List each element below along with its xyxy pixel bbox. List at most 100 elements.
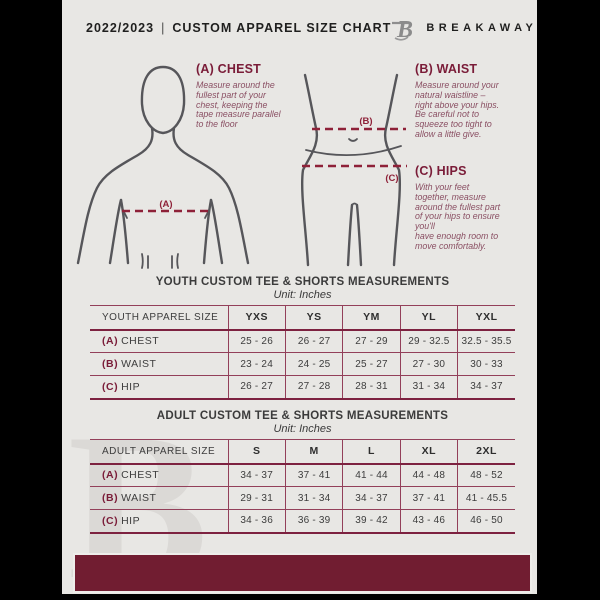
chest-line-label: (A) <box>159 199 172 210</box>
table-cell: 48 - 52 <box>457 463 515 487</box>
figure-head-outline <box>140 65 186 135</box>
table-cell: 37 - 41 <box>284 463 343 487</box>
row-label: (C) HIP <box>90 509 228 534</box>
size-col-header: YL <box>399 305 458 331</box>
waist-instruction-block: (B) WAIST Measure around your natural wa… <box>415 62 525 140</box>
table-cell: 28 - 31 <box>342 375 401 400</box>
size-col-header: YXL <box>457 305 515 331</box>
table-cell: 29 - 31 <box>227 486 286 510</box>
youth-size-table: YOUTH APPAREL SIZE YXS YS YM YL YXL (A) C… <box>90 305 515 400</box>
figure-right-hip-leg <box>383 73 402 267</box>
size-col-header: 2XL <box>457 439 515 465</box>
hips-instructions-text: With your feet together, measure around … <box>415 182 501 251</box>
figure-right-armpit-outer <box>209 198 224 265</box>
adult-table-header-row: ADULT APPAREL SIZE S M L XL 2XL <box>90 439 515 465</box>
row-prefix: (C) <box>102 514 119 527</box>
adult-table-corner-cell: ADULT APPAREL SIZE <box>90 439 228 465</box>
figure-right-shoulder-arm <box>172 126 250 265</box>
page-header: 2022/2023 | CUSTOM APPAREL SIZE CHART B BR… <box>62 0 537 56</box>
table-cell: 25 - 26 <box>227 329 286 353</box>
table-cell: 39 - 42 <box>342 509 401 534</box>
figure-left-shoulder-arm <box>76 126 154 265</box>
brand-name: BREAKAWAY <box>426 22 537 34</box>
season-label: 2022/2023 <box>86 21 155 35</box>
row-label: (A) CHEST <box>90 463 228 487</box>
table-cell: 44 - 48 <box>399 463 458 487</box>
table-cell: 41 - 44 <box>342 463 401 487</box>
row-prefix: (A) <box>102 469 119 482</box>
row-prefix: (B) <box>102 492 119 504</box>
size-col-header: S <box>227 439 286 465</box>
size-chart-page: B 2022/2023 | CUSTOM APPAREL SIZE CHART B … <box>62 0 537 594</box>
logo-letter: B <box>396 17 413 43</box>
row-label: (A) CHEST <box>90 329 228 353</box>
row-label: (C) HIP <box>90 375 228 400</box>
figure-left-armpit-outer <box>108 198 123 265</box>
adult-table-section: ADULT CUSTOM TEE & SHORTS MEASUREMENTS U… <box>90 410 515 534</box>
table-cell: 23 - 24 <box>227 352 286 376</box>
table-cell: 25 - 27 <box>342 352 401 376</box>
size-col-header: YM <box>342 305 401 331</box>
row-label-text: CHEST <box>121 469 160 482</box>
lower-body-figure: (B) (C) <box>300 73 407 267</box>
row-label-text: HIP <box>121 514 141 527</box>
hips-heading: (C) HIPS <box>415 164 467 178</box>
figure-crotch-join <box>351 202 358 206</box>
row-label-text: WAIST <box>121 358 157 370</box>
table-row-hip: (C) HIP 34 - 36 36 - 39 39 - 42 43 - 46 4… <box>90 509 515 534</box>
table-cell: 37 - 41 <box>399 486 458 510</box>
figure-inner-left-leg <box>346 203 354 267</box>
table-cell: 29 - 32.5 <box>399 329 458 353</box>
title-divider: | <box>161 21 166 35</box>
table-row-hip: (C) HIP 26 - 27 27 - 28 28 - 31 31 - 34 3… <box>90 375 515 400</box>
table-row-waist: (B) WAIST 23 - 24 24 - 25 25 - 27 27 - 30… <box>90 352 515 376</box>
table-cell: 46 - 50 <box>457 509 515 534</box>
table-cell: 26 - 27 <box>284 329 343 353</box>
figure-left-hip-leg <box>300 73 319 267</box>
figure-right-armpit-inner <box>202 198 213 265</box>
footer-accent-bar <box>73 553 532 593</box>
size-col-header: YXS <box>227 305 286 331</box>
row-prefix: (B) <box>102 358 119 370</box>
breakaway-logo-icon: B <box>392 17 413 43</box>
row-prefix: (C) <box>102 380 119 393</box>
table-cell: 34 - 36 <box>227 509 286 534</box>
row-label-text: HIP <box>121 380 141 393</box>
adult-size-table: ADULT APPAREL SIZE S M L XL 2XL (A) CHEST… <box>90 439 515 534</box>
table-cell: 32.5 - 35.5 <box>457 329 515 353</box>
table-cell: 24 - 25 <box>284 352 343 376</box>
figure-right-hand-strokes <box>171 253 179 269</box>
chest-instructions-text: Measure around the fullest part of your … <box>196 80 281 130</box>
chest-heading: (A) CHEST <box>196 62 261 76</box>
table-cell: 31 - 34 <box>399 375 458 400</box>
chest-instruction-block: (A) CHEST Measure around the fullest par… <box>196 62 296 130</box>
table-cell: 30 - 33 <box>457 352 515 376</box>
table-cell: 41 - 45.5 <box>457 486 515 510</box>
row-prefix: (A) <box>102 335 119 348</box>
figure-left-hand-strokes <box>141 253 149 269</box>
figure-waistband-curve <box>305 145 402 157</box>
youth-table-corner-cell: YOUTH APPAREL SIZE <box>90 305 228 331</box>
waist-instructions-text: Measure around your natural waistline – … <box>415 80 500 139</box>
row-label: (B) WAIST <box>90 352 228 376</box>
row-label-text: CHEST <box>121 335 160 348</box>
table-row-chest: (A) CHEST 34 - 37 37 - 41 41 - 44 44 - 48… <box>90 463 515 487</box>
size-col-header: L <box>342 439 401 465</box>
upper-body-figure: (A) <box>76 65 250 269</box>
table-row-chest: (A) CHEST 25 - 26 26 - 27 27 - 29 29 - 32… <box>90 329 515 353</box>
waist-heading: (B) WAIST <box>415 62 478 76</box>
youth-table-header-row: YOUTH APPAREL SIZE YXS YS YM YL YXL <box>90 305 515 331</box>
table-cell: 27 - 29 <box>342 329 401 353</box>
youth-table-title: YOUTH CUSTOM TEE & SHORTS MEASUREMENTS <box>155 276 450 288</box>
brand-group: B BREAKAWAY <box>391 13 537 43</box>
figure-inner-right-leg <box>355 203 363 267</box>
youth-table-unit: Unit: Inches <box>273 289 332 301</box>
figure-navel <box>348 138 358 142</box>
table-row-waist: (B) WAIST 29 - 31 31 - 34 34 - 37 37 - 41… <box>90 486 515 510</box>
row-label: (B) WAIST <box>90 486 228 510</box>
figure-right-arm-fork <box>204 209 210 219</box>
youth-table-section: YOUTH CUSTOM TEE & SHORTS MEASUREMENTS U… <box>90 276 515 400</box>
table-cell: 26 - 27 <box>227 375 286 400</box>
table-cell: 34 - 37 <box>227 463 286 487</box>
